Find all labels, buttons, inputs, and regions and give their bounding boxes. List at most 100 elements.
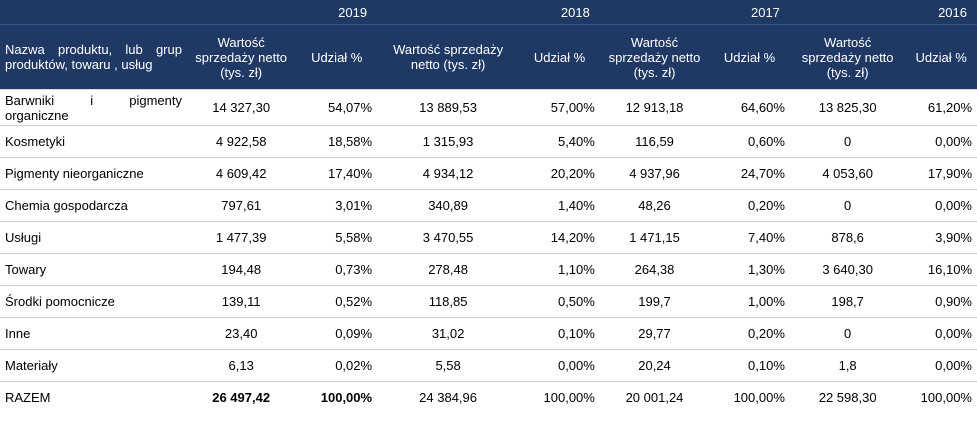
share-cell-2016: 100,00% bbox=[920, 389, 972, 405]
value-cell-2019: 4 922,58 bbox=[185, 125, 297, 158]
share-cell-2019: 0,73% bbox=[296, 253, 378, 286]
product-name-cell: Barwniki i pigmenty organiczne bbox=[0, 89, 186, 126]
product-name-cell: Towary bbox=[0, 253, 186, 286]
share-cell-2017: 1,30% bbox=[709, 253, 790, 286]
share-cell-2019: 0,52% bbox=[296, 285, 378, 318]
value-cell-2018: 4 934,12 bbox=[377, 157, 520, 190]
value-cell-2019: 26 497,42 bbox=[212, 389, 271, 405]
share-header-2016: Udział % bbox=[905, 24, 977, 90]
value-cell-2019: 14 327,30 bbox=[185, 89, 297, 126]
value-cell-2016: 0 bbox=[789, 189, 906, 222]
share-cell-2018: 0,50% bbox=[519, 285, 600, 318]
table-row: Środki pomocnicze 139,11 0,52% 118,85 0,50% 1… bbox=[0, 285, 977, 318]
table-row: Inne 23,40 0,09% 31,02 0,10% 29,77 0,20% 0 0,00% bbox=[0, 317, 977, 350]
total-label: RAZEM bbox=[5, 389, 51, 405]
value-cell-2016: 4 053,60 bbox=[789, 157, 906, 190]
corner-cell bbox=[0, 0, 186, 25]
value-cell-2016: 198,7 bbox=[789, 285, 906, 318]
share-cell-2018: 1,10% bbox=[519, 253, 600, 286]
share-cell-2018: 20,20% bbox=[519, 157, 600, 190]
share-cell-2017: 64,60% bbox=[709, 89, 790, 126]
value-cell-2016: 13 825,30 bbox=[789, 89, 906, 126]
value-cell-2018: 278,48 bbox=[377, 253, 520, 286]
share-cell-2018: 14,20% bbox=[519, 221, 600, 254]
share-cell-2016: 0,00% bbox=[905, 125, 977, 158]
value-cell-2018: 340,89 bbox=[377, 189, 520, 222]
share-cell-2016: 17,90% bbox=[905, 157, 977, 190]
table-row: Usługi 1 477,39 5,58% 3 470,55 14,20% 1 471,1… bbox=[0, 221, 977, 254]
share-cell-2016: 0,00% bbox=[905, 349, 977, 382]
value-header-2018: Wartość sprzedaży netto (tys. zł) bbox=[377, 24, 520, 90]
table-row: Towary 194,48 0,73% 278,48 1,10% 264,38 1,30% 3… bbox=[0, 253, 977, 286]
value-cell-2017: 12 913,18 bbox=[599, 89, 710, 126]
product-name-cell: Usługi bbox=[0, 221, 186, 254]
share-header-2019: Udział % bbox=[296, 24, 378, 90]
year-header-2019: 2019 bbox=[185, 0, 378, 25]
product-name-cell: Chemia gospodarcza bbox=[0, 189, 186, 222]
value-cell-2016: 0 bbox=[789, 317, 906, 350]
share-cell-2018: 1,40% bbox=[519, 189, 600, 222]
share-cell-2017: 0,10% bbox=[709, 349, 790, 382]
value-cell-2019: 1 477,39 bbox=[185, 221, 297, 254]
table-row: Pigmenty nieorganiczne 4 609,42 17,40% 4 93… bbox=[0, 157, 977, 190]
share-cell-2019: 0,02% bbox=[296, 349, 378, 382]
product-name-cell: Pigmenty nieorganiczne bbox=[0, 157, 186, 190]
total-row: RAZEM 26 497,42 100,00% 24 384,96 100,00% 20 … bbox=[0, 382, 977, 413]
value-cell-2018: 118,85 bbox=[377, 285, 520, 318]
share-cell-2017: 0,60% bbox=[709, 125, 790, 158]
value-cell-2017: 116,59 bbox=[599, 125, 710, 158]
share-cell-2017: 1,00% bbox=[709, 285, 790, 318]
share-cell-2016: 3,90% bbox=[905, 221, 977, 254]
table-header: 2019 2018 2017 2016 Nazwa produktu, lub … bbox=[0, 0, 977, 90]
product-name-cell: Kosmetyki bbox=[0, 125, 186, 158]
share-cell-2017: 24,70% bbox=[709, 157, 790, 190]
value-cell-2019: 23,40 bbox=[185, 317, 297, 350]
value-cell-2016: 22 598,30 bbox=[818, 389, 877, 405]
value-cell-2017: 4 937,96 bbox=[599, 157, 710, 190]
share-header-2018: Udział % bbox=[519, 24, 600, 90]
value-cell-2017: 1 471,15 bbox=[599, 221, 710, 254]
value-cell-2019: 4 609,42 bbox=[185, 157, 297, 190]
year-header-row: 2019 2018 2017 2016 bbox=[0, 0, 977, 25]
share-header-2017: Udział % bbox=[709, 24, 790, 90]
share-cell-2019: 17,40% bbox=[296, 157, 378, 190]
table-row: Chemia gospodarcza 797,61 3,01% 340,89 1,40%… bbox=[0, 189, 977, 222]
column-header-row: Nazwa produktu, lub grup produktów, towa… bbox=[0, 24, 977, 90]
year-header-2017: 2017 bbox=[599, 0, 790, 25]
value-cell-2017: 48,26 bbox=[599, 189, 710, 222]
table-body: Barwniki i pigmenty organiczne 14 327,30 5… bbox=[0, 89, 977, 413]
value-cell-2017: 29,77 bbox=[599, 317, 710, 350]
value-cell-2016: 0 bbox=[789, 125, 906, 158]
share-cell-2017: 0,20% bbox=[709, 317, 790, 350]
share-cell-2016: 61,20% bbox=[905, 89, 977, 126]
share-cell-2018: 0,00% bbox=[519, 349, 600, 382]
value-cell-2019: 194,48 bbox=[185, 253, 297, 286]
value-header-2017: Wartość sprzedaży netto (tys. zł) bbox=[599, 24, 710, 90]
value-cell-2018: 31,02 bbox=[377, 317, 520, 350]
share-cell-2017: 100,00% bbox=[733, 389, 785, 405]
value-header-2019: Wartość sprzedaży netto (tys. zł) bbox=[185, 24, 297, 90]
product-name-header: Nazwa produktu, lub grup produktów, towa… bbox=[0, 24, 186, 90]
year-header-2016: 2016 bbox=[789, 0, 977, 25]
product-name-cell: Inne bbox=[0, 317, 186, 350]
value-cell-2017: 199,7 bbox=[599, 285, 710, 318]
share-cell-2016: 0,00% bbox=[905, 317, 977, 350]
value-cell-2017: 20 001,24 bbox=[625, 389, 684, 405]
value-cell-2017: 264,38 bbox=[599, 253, 710, 286]
share-cell-2016: 0,90% bbox=[905, 285, 977, 318]
share-cell-2017: 0,20% bbox=[709, 189, 790, 222]
share-cell-2018: 0,10% bbox=[519, 317, 600, 350]
value-cell-2017: 20,24 bbox=[599, 349, 710, 382]
table-row: Materiały 6,13 0,02% 5,58 0,00% 20,24 0,10% 1,8… bbox=[0, 349, 977, 382]
value-cell-2016: 1,8 bbox=[789, 349, 906, 382]
value-cell-2016: 878,6 bbox=[789, 221, 906, 254]
share-cell-2017: 7,40% bbox=[709, 221, 790, 254]
share-cell-2016: 0,00% bbox=[905, 189, 977, 222]
value-cell-2019: 139,11 bbox=[185, 285, 297, 318]
share-cell-2019: 54,07% bbox=[296, 89, 378, 126]
value-cell-2016: 3 640,30 bbox=[789, 253, 906, 286]
share-cell-2018: 5,40% bbox=[519, 125, 600, 158]
share-cell-2018: 57,00% bbox=[519, 89, 600, 126]
share-cell-2019: 0,09% bbox=[296, 317, 378, 350]
share-cell-2019: 5,58% bbox=[296, 221, 378, 254]
